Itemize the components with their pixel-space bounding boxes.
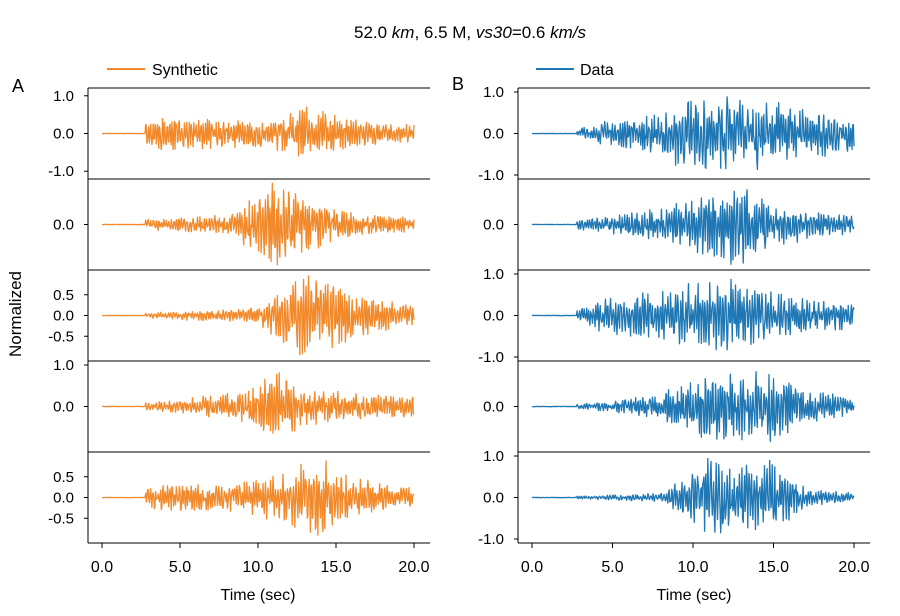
- y-tick-label: 0.0: [53, 308, 74, 325]
- panel-a-synthetic: 1.00.0-1.00.00.50.0-0.51.00.00.50.0-0.50…: [48, 87, 430, 576]
- trace-axes: 1.0 0.0 -1.0: [48, 87, 430, 180]
- waveform-series: [101, 275, 415, 356]
- y-tick-label: 0.0: [483, 399, 504, 416]
- legend-synthetic-label: Synthetic: [152, 62, 218, 79]
- trace-axes: 1.0 0.0 -1.0: [478, 84, 870, 184]
- trace-axes: 1.0 0.0: [53, 357, 430, 453]
- y-tick-label: 0.0: [483, 490, 504, 507]
- title-part: , 6.5 M,: [414, 23, 475, 42]
- y-tick-label: 0.0: [483, 217, 504, 234]
- y-tick-label: 1.0: [53, 357, 74, 374]
- panel-b-data: 1.0 0.0 -1.0 0.0 1.0 0.0 -1.0 0.0 1.0 0.0 -1.0 0.0 5…: [478, 84, 870, 576]
- x-tick-label: 15.0: [758, 559, 789, 576]
- y-tick-label: 0.0: [53, 126, 74, 143]
- y-tick-label: 1.0: [483, 266, 504, 283]
- panel-b-letter: B: [452, 74, 464, 94]
- y-tick-label: 0.0: [53, 490, 74, 507]
- trace-axes: 0.0: [483, 361, 870, 453]
- y-tick-label: -0.5: [48, 510, 74, 527]
- x-tick-label: 10.0: [242, 559, 273, 576]
- waveform-series: [531, 457, 855, 534]
- x-axis-label-a: Time (sec): [221, 587, 296, 604]
- title-part: =0.6: [512, 23, 550, 42]
- x-tick-label: 20.0: [398, 559, 429, 576]
- legend-data: Data: [536, 62, 614, 79]
- y-tick-label: 0.0: [483, 308, 504, 325]
- waveform-series: [531, 371, 855, 443]
- waveform-series: [101, 372, 415, 434]
- x-axis-label-b: Time (sec): [657, 587, 732, 604]
- trace-axes: 0.0: [483, 179, 870, 271]
- waveform-series: [531, 278, 855, 351]
- y-tick-label: 1.0: [53, 88, 74, 105]
- x-tick-label: 15.0: [320, 559, 351, 576]
- figure-title: 52.0 km, 6.5 M, vs30=0.6 km/s: [354, 23, 587, 42]
- waveform-series: [101, 182, 415, 266]
- y-tick-label: 0.0: [53, 217, 74, 234]
- y-tick-label: -1.0: [48, 163, 74, 180]
- x-tick-label: 0.0: [521, 559, 543, 576]
- waveform-series: [101, 460, 415, 536]
- x-tick-label: 5.0: [601, 559, 623, 576]
- trace-axes: 0.0: [53, 179, 430, 271]
- trace-axes: 1.0 0.0 -1.0: [478, 448, 870, 548]
- x-tick-label: 5.0: [169, 559, 191, 576]
- trace-axes: 1.0 0.0 -1.0: [478, 266, 870, 366]
- y-tick-label: -1.0: [478, 531, 504, 548]
- waveform-series: [531, 189, 855, 265]
- y-tick-label: -0.5: [48, 328, 74, 345]
- y-tick-label: -1.0: [478, 349, 504, 366]
- title-part: 52.0: [354, 23, 392, 42]
- title-part: vs30: [476, 23, 512, 42]
- y-axis-label: Normalized: [6, 271, 25, 357]
- panel-a-letter: A: [12, 76, 24, 96]
- waveform-series: [101, 106, 415, 157]
- x-tick-label: 0.0: [91, 559, 113, 576]
- trace-axes: 0.5 0.0 -0.5: [48, 452, 430, 544]
- y-tick-label: 0.5: [53, 469, 74, 486]
- y-tick-label: 1.0: [483, 448, 504, 465]
- title-part: km/s: [550, 23, 586, 42]
- y-tick-label: 0.0: [53, 399, 74, 416]
- x-tick-label: 20.0: [838, 559, 869, 576]
- legend-data-label: Data: [580, 62, 614, 79]
- title-part: km: [392, 23, 415, 42]
- trace-axes: 0.5 0.0 -0.5: [48, 270, 430, 362]
- legend-synthetic: Synthetic: [107, 62, 218, 79]
- y-tick-label: 0.0: [483, 126, 504, 143]
- x-tick-label: 10.0: [677, 559, 708, 576]
- y-tick-label: 1.0: [483, 84, 504, 101]
- y-tick-label: -1.0: [478, 167, 504, 184]
- y-tick-label: 0.5: [53, 287, 74, 304]
- waveform-series: [531, 96, 855, 171]
